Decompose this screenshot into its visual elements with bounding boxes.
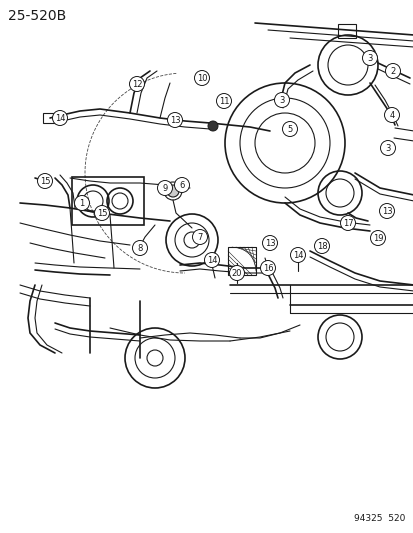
Circle shape <box>167 112 182 127</box>
Circle shape <box>174 177 189 192</box>
Text: 25-520B: 25-520B <box>8 9 66 23</box>
Text: 6: 6 <box>179 181 184 190</box>
Text: 11: 11 <box>218 96 229 106</box>
Text: 10: 10 <box>196 74 207 83</box>
Circle shape <box>229 265 244 280</box>
Circle shape <box>74 196 89 211</box>
Circle shape <box>166 185 178 197</box>
Bar <box>72 177 144 225</box>
Circle shape <box>379 204 394 219</box>
Text: 3: 3 <box>279 95 284 104</box>
Text: 14: 14 <box>55 114 65 123</box>
Text: 1: 1 <box>79 198 84 207</box>
Circle shape <box>192 230 207 245</box>
Bar <box>337 24 355 38</box>
Circle shape <box>38 174 52 189</box>
Text: 3: 3 <box>385 143 390 152</box>
Text: 12: 12 <box>131 79 142 88</box>
Text: 18: 18 <box>316 241 327 251</box>
Circle shape <box>52 110 67 125</box>
Circle shape <box>339 215 355 230</box>
Bar <box>43 113 55 123</box>
Text: 2: 2 <box>389 67 395 76</box>
Text: 15: 15 <box>97 208 107 217</box>
Circle shape <box>204 253 219 268</box>
Circle shape <box>194 70 209 85</box>
Circle shape <box>290 247 305 262</box>
Text: 9: 9 <box>162 183 167 192</box>
Circle shape <box>170 115 180 125</box>
Text: 19: 19 <box>372 233 382 243</box>
Circle shape <box>282 122 297 136</box>
Circle shape <box>129 77 144 92</box>
Text: 7: 7 <box>197 232 202 241</box>
Text: 20: 20 <box>231 269 242 278</box>
Circle shape <box>274 93 289 108</box>
Text: 14: 14 <box>292 251 302 260</box>
Bar <box>228 247 255 275</box>
Text: 13: 13 <box>381 206 392 215</box>
Circle shape <box>157 181 172 196</box>
Circle shape <box>314 238 329 254</box>
Circle shape <box>362 51 377 66</box>
Text: 5: 5 <box>287 125 292 133</box>
Circle shape <box>94 206 109 221</box>
Circle shape <box>260 261 275 276</box>
Text: 8: 8 <box>137 244 142 253</box>
Circle shape <box>262 236 277 251</box>
Text: 16: 16 <box>262 263 273 272</box>
Text: 15: 15 <box>40 176 50 185</box>
Text: 4: 4 <box>389 110 394 119</box>
Circle shape <box>380 141 394 156</box>
Text: 94325  520: 94325 520 <box>353 514 404 523</box>
Circle shape <box>216 93 231 109</box>
Circle shape <box>207 121 218 131</box>
Text: 14: 14 <box>206 255 217 264</box>
Text: 3: 3 <box>366 53 372 62</box>
Circle shape <box>370 230 385 246</box>
Circle shape <box>385 63 399 78</box>
Text: 17: 17 <box>342 219 352 228</box>
Text: 13: 13 <box>169 116 180 125</box>
Circle shape <box>384 108 399 123</box>
Text: 13: 13 <box>264 238 275 247</box>
Circle shape <box>132 240 147 255</box>
